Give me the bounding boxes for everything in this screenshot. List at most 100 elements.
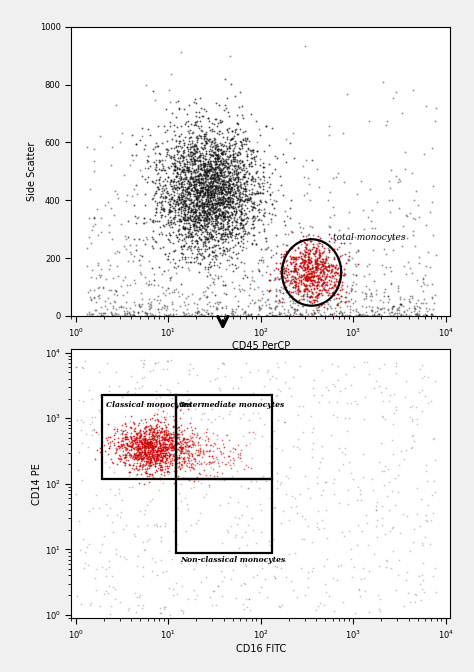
Point	[423, 310, 431, 321]
Point	[368, 222, 376, 233]
Point	[181, 203, 188, 214]
Point	[170, 198, 177, 208]
Point	[291, 304, 298, 314]
Point	[273, 310, 281, 321]
Point	[190, 188, 197, 199]
Point	[167, 142, 174, 153]
Point	[148, 439, 155, 450]
Point	[157, 435, 164, 446]
Point	[187, 309, 194, 320]
Point	[348, 571, 356, 582]
Point	[202, 199, 210, 210]
Point	[197, 205, 204, 216]
Point	[284, 263, 292, 274]
Point	[159, 187, 167, 198]
Point	[162, 249, 169, 259]
Point	[262, 197, 269, 208]
Point	[129, 460, 137, 470]
Point	[115, 380, 123, 391]
Point	[255, 188, 262, 199]
Point	[310, 271, 318, 282]
Point	[91, 218, 99, 229]
Point	[179, 146, 187, 157]
Point	[208, 228, 215, 239]
Point	[146, 440, 154, 451]
Point	[214, 144, 221, 155]
Point	[219, 153, 227, 164]
Point	[195, 175, 203, 186]
Point	[146, 452, 154, 462]
Point	[183, 183, 191, 194]
Point	[419, 274, 427, 284]
Point	[216, 243, 223, 253]
Point	[419, 294, 427, 304]
Point	[289, 271, 297, 282]
Point	[195, 243, 203, 254]
Point	[198, 203, 205, 214]
Point	[317, 598, 324, 609]
Point	[133, 445, 141, 456]
Point	[134, 449, 141, 460]
Point	[267, 194, 274, 204]
Point	[218, 148, 225, 159]
Point	[281, 206, 289, 216]
Point	[219, 140, 227, 151]
Point	[130, 448, 137, 459]
Point	[192, 110, 200, 121]
Point	[217, 155, 225, 165]
Point	[142, 467, 150, 478]
Point	[113, 189, 121, 200]
Point	[191, 439, 199, 450]
Point	[297, 562, 305, 573]
Point	[234, 193, 241, 204]
Point	[221, 148, 229, 159]
Point	[163, 309, 170, 320]
Point	[336, 292, 343, 303]
Point	[223, 201, 231, 212]
Point	[195, 201, 203, 212]
Point	[224, 161, 232, 172]
Point	[302, 271, 310, 282]
Point	[184, 120, 191, 131]
Point	[299, 255, 307, 265]
Point	[201, 198, 209, 209]
Point	[142, 238, 149, 249]
Point	[256, 130, 264, 140]
Point	[306, 292, 314, 303]
Point	[307, 272, 314, 283]
Point	[324, 262, 331, 273]
Point	[320, 243, 328, 253]
Point	[202, 136, 210, 146]
Point	[132, 139, 140, 150]
Point	[309, 239, 317, 249]
Point	[192, 163, 200, 174]
Point	[262, 267, 270, 278]
Point	[203, 290, 211, 301]
Point	[335, 308, 343, 319]
Point	[131, 588, 139, 599]
Point	[209, 253, 216, 264]
Point	[166, 196, 174, 206]
Point	[319, 278, 327, 289]
Point	[185, 291, 192, 302]
Point	[224, 175, 232, 186]
Point	[145, 432, 153, 443]
Point	[214, 182, 221, 193]
Point	[286, 462, 293, 472]
Point	[107, 306, 115, 317]
Point	[150, 214, 157, 225]
Point	[173, 142, 180, 153]
Point	[218, 187, 226, 198]
Point	[211, 153, 219, 164]
Point	[242, 218, 249, 228]
Point	[132, 438, 139, 449]
Point	[184, 242, 191, 253]
Point	[239, 171, 247, 182]
Point	[177, 202, 185, 212]
Point	[203, 216, 210, 226]
Point	[211, 180, 219, 191]
Point	[211, 134, 219, 144]
Point	[163, 466, 171, 476]
Point	[422, 298, 429, 308]
Point	[294, 280, 302, 291]
